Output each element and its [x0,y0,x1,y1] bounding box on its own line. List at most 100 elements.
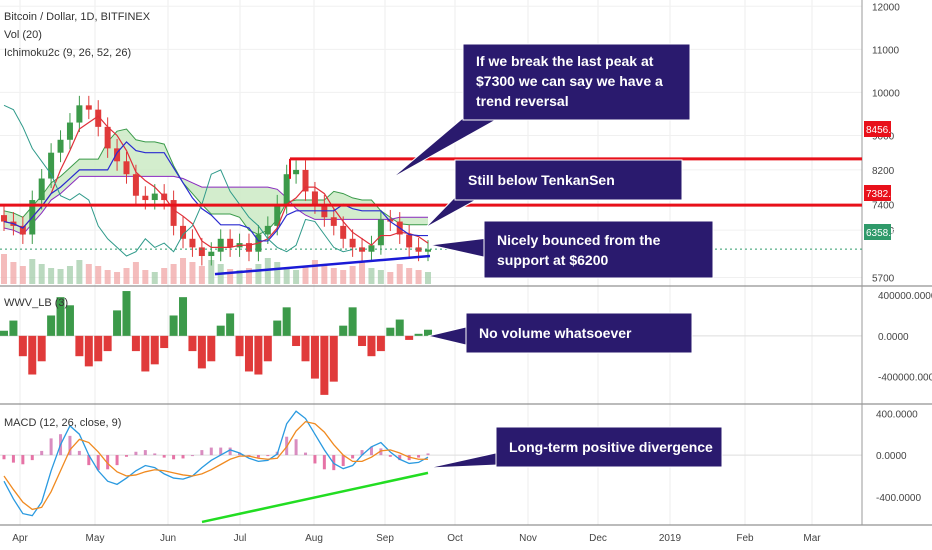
wwv-bar [141,335,150,372]
candle-body [189,238,196,248]
volume-bar [208,260,215,284]
volume-bar [359,262,366,284]
macd-histogram-bar [200,450,204,456]
candle-body [208,251,215,257]
candle-body [1,215,7,222]
wwv-bar [395,319,404,336]
volume-bar [311,260,318,284]
candle-body [349,238,356,248]
macd-histogram-bar [379,448,383,456]
wwv-bar [160,335,169,349]
candle-body [198,247,205,257]
wwv-bar [122,291,131,336]
wwv-bar [131,335,140,352]
candle-body [293,169,300,175]
candle-body [227,238,234,248]
volume-bar [123,268,130,284]
callout-trend-reversal-line3: trend reversal [476,93,569,109]
macd-tick-label: 0.0000 [876,451,907,462]
wwv-bar [65,305,74,336]
badge-resistance-high-text: 8456.9 [866,125,897,136]
volume-bar [85,264,92,284]
time-tick-label: Aug [305,533,323,544]
wwv-bar [0,330,8,336]
macd-divergence-line [201,471,429,524]
macd-histogram-bar [96,455,100,471]
volume-bar [161,268,168,284]
time-tick-label: Jun [160,533,176,544]
wwv-bar [197,335,206,369]
macd-histogram-bar [11,455,15,463]
wwv-tick-label: -400000.0000 [878,373,932,384]
wwv-bar [348,307,357,336]
candle-body [132,174,139,196]
time-tick-label: Mar [803,533,821,544]
candle-body [19,225,26,235]
wwv-bar [292,335,301,347]
callout-support-bounce-line1: Nicely bounced from the [497,232,661,248]
volume-bar [340,270,347,284]
wwv-bar [150,335,159,365]
wwv-tick-label: 0.0000 [878,332,909,343]
macd-histogram-bar [209,447,213,456]
wwv-bar [263,335,272,362]
macd-histogram-bar [30,455,34,461]
volume-bar [245,268,252,284]
wwv-bar [207,335,216,362]
price-tick-label: 7400 [872,200,895,211]
price-tick-label: 8200 [872,166,895,177]
candle-body [415,247,422,252]
macd-histogram-bar [388,455,392,457]
candle-body [283,174,290,205]
candle-body [340,225,347,239]
macd-histogram-bar [106,455,110,470]
candle-body [151,193,158,201]
macd-histogram-bar [181,455,185,459]
volume-bar [264,258,271,284]
wwv-bar [273,320,282,336]
price-tick-label: 10000 [872,88,900,99]
volume-bar [180,258,187,284]
volume-bar [132,262,139,284]
macd-signal-line [3,420,428,511]
callout-trend-reversal-line2: $7300 we can say we have a [476,73,663,89]
macd-histogram-bar [426,453,430,456]
wwv-bar [235,335,244,357]
wwv-label: WWV_LB (3) [4,297,68,309]
wwv-bar [414,333,423,336]
wwv-bar [75,335,84,357]
volume-bars [1,254,431,284]
macd-histogram-bar [124,455,128,457]
volume-bar [29,259,36,284]
volume-bar [274,262,281,284]
callout-support-bounce: Nicely bounced from the support at $6200 [429,220,714,279]
volume-bar [151,272,158,284]
kijun-sen-line [3,141,428,242]
volume-bar [415,270,422,284]
wwv-bar [84,335,93,367]
time-tick-label: Sep [376,533,394,544]
price-tick-label: 11000 [872,45,900,56]
wwv-bar [37,335,46,362]
wwv-bar [28,335,37,375]
macd-histogram-bar [115,455,119,466]
wwv-bar [9,320,18,336]
wwv-bar [47,315,56,336]
callout-no-volume: No volume whatsoever [427,312,693,354]
callout-divergence-text: Long-term positive divergence [509,439,713,455]
macd-line [3,410,429,517]
volume-bar [387,272,394,284]
macd-axis: 400.0000 0.0000 -400.0000 [876,409,921,504]
volume-bar [142,270,149,284]
badge-current-price-text: 6358.6 [866,228,897,239]
macd-histogram-bar [369,446,373,456]
time-tick-label: Apr [12,533,28,544]
callout-trend-reversal-line1: If we break the last peak at [476,53,654,69]
volume-bar [104,270,111,284]
macd-histogram-bar [162,455,166,458]
volume-bar [95,266,102,284]
macd-tick-label: 400.0000 [876,409,918,420]
macd-histogram-bar [313,455,317,464]
callout-divergence: Long-term positive divergence [427,426,723,469]
